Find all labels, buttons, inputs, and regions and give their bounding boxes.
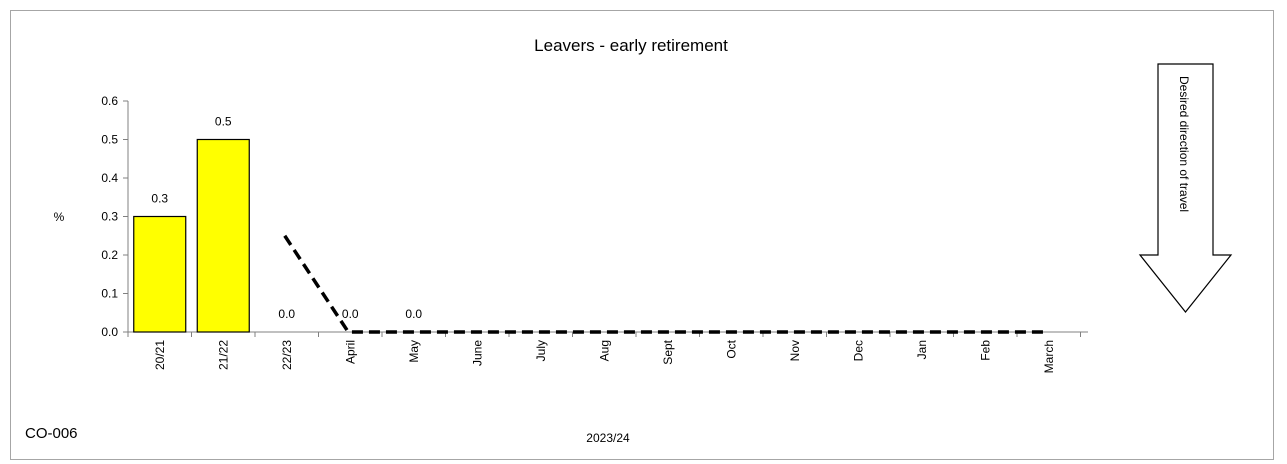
data-label: 0.5	[215, 115, 232, 129]
trend-line	[283, 234, 1047, 334]
x-tick-label: Nov	[788, 340, 802, 361]
x-axis-label: 2023/24	[586, 431, 630, 445]
y-tick-label: 0.5	[101, 133, 118, 147]
direction-of-travel-label: Desired direction of travel	[1177, 76, 1191, 212]
x-tick-label: 22/23	[280, 340, 294, 370]
x-tick-label: May	[407, 340, 421, 363]
bar	[133, 215, 187, 333]
y-tick-label: 0.4	[101, 171, 118, 185]
x-tick-label: Sept	[661, 339, 675, 364]
y-tick-label: 0.3	[101, 210, 118, 224]
x-tick-label: March	[1042, 340, 1056, 373]
x-tick-label: Aug	[597, 340, 611, 361]
x-tick-label: Jan	[915, 340, 929, 359]
data-label: 0.0	[278, 307, 295, 321]
y-tick-label: 0.6	[101, 94, 118, 108]
x-tick-label: 20/21	[153, 340, 167, 370]
x-tick-label: July	[534, 340, 548, 361]
down-arrow-icon	[1138, 63, 1233, 313]
x-tick-label: June	[470, 340, 484, 366]
chart-title: Leavers - early retirement	[534, 36, 728, 55]
x-tick-label: April	[343, 340, 357, 364]
data-label: 0.0	[405, 307, 422, 321]
bar	[196, 138, 250, 333]
data-label: 0.0	[342, 307, 359, 321]
y-tick-label: 0.0	[101, 325, 118, 339]
x-tick-label: Feb	[978, 340, 992, 361]
y-axis-label: %	[54, 210, 65, 224]
plot-area: 0.0 0.1 0.2 0.3 0.4 0.5 0.6 0.3 0.5 0.0 0.0 0.0 20/2…	[101, 94, 1088, 373]
y-tick-label: 0.1	[101, 287, 118, 301]
x-tick-label: 21/22	[216, 340, 230, 370]
data-label: 0.3	[151, 192, 168, 206]
x-tick-label: Dec	[851, 340, 865, 361]
chart-svg: Leavers - early retirement % 2023/24 CO-…	[25, 36, 1233, 445]
x-tick-label: Oct	[724, 339, 738, 358]
y-tick-label: 0.2	[101, 248, 118, 262]
code-label: CO-006	[25, 425, 78, 442]
chart-frame: Leavers - early retirement % 2023/24 CO-…	[10, 10, 1274, 460]
